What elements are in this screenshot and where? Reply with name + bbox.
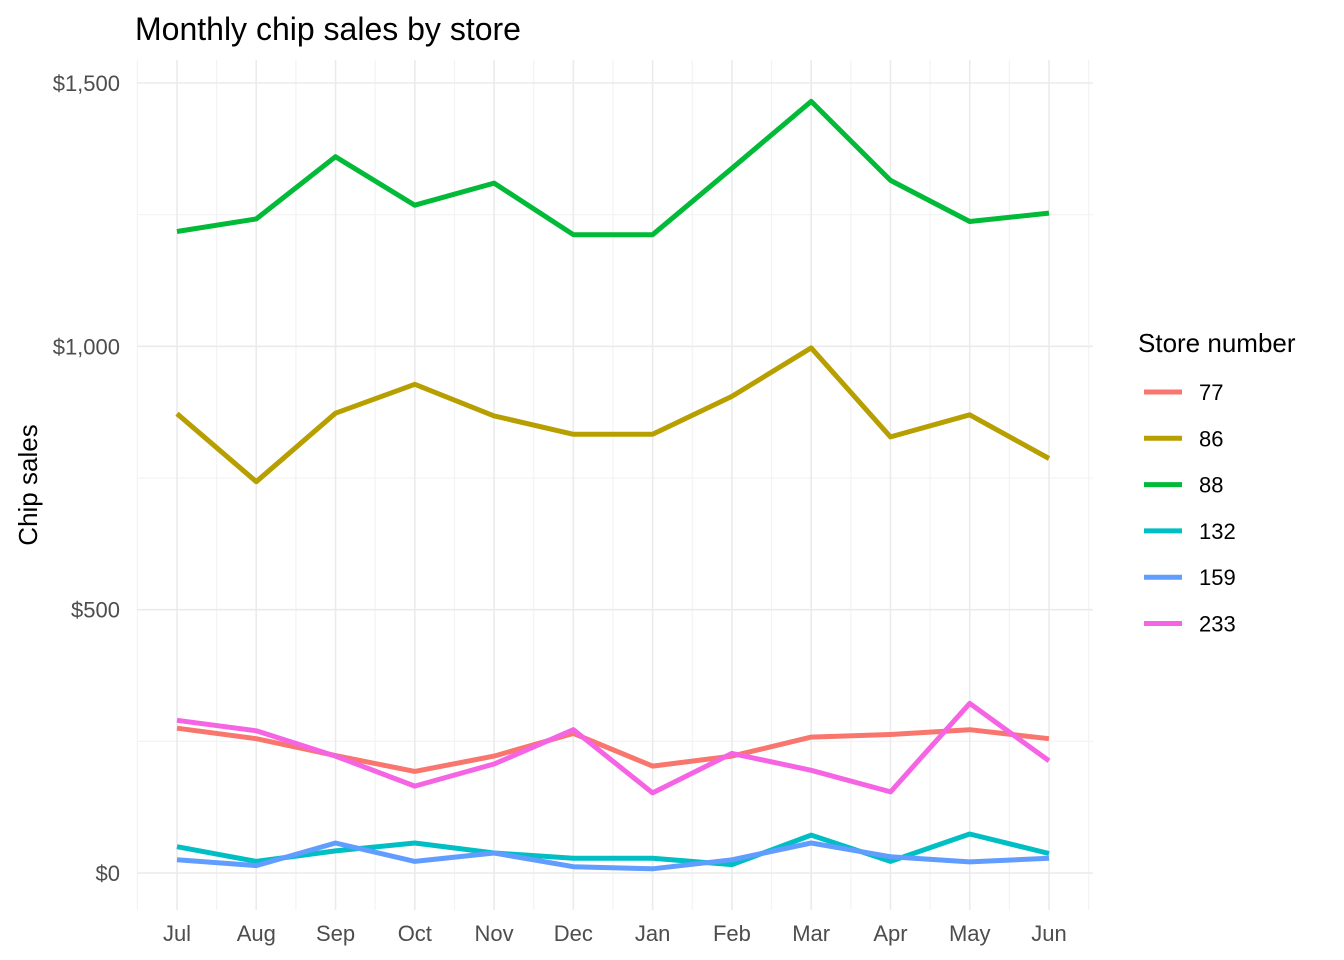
legend-item-88: 88 — [1144, 473, 1223, 498]
major-gridlines — [137, 60, 1093, 910]
series-line-88 — [176, 98, 1050, 238]
x-tick-label: Feb — [713, 921, 751, 946]
y-tick-label: $500 — [71, 598, 120, 623]
x-tick-label: Dec — [554, 921, 593, 946]
minor-gridlines — [136, 60, 1093, 910]
series-lines — [175, 98, 1051, 872]
series-line-233 — [176, 700, 1051, 796]
y-axis-ticks: $0 $500 $1,000 $1,500 — [53, 71, 120, 886]
x-tick-label: Apr — [873, 921, 907, 946]
x-tick-label: Mar — [792, 921, 830, 946]
legend-label: 233 — [1199, 612, 1236, 637]
y-tick-label: $0 — [96, 861, 120, 886]
legend-label: 86 — [1199, 426, 1223, 451]
x-tick-label: Nov — [475, 921, 514, 946]
legend-item-233: 233 — [1144, 612, 1236, 637]
legend-label: 88 — [1199, 473, 1223, 498]
legend-item-132: 132 — [1144, 519, 1236, 544]
legend-item-77: 77 — [1144, 380, 1223, 405]
legend-label: 77 — [1199, 380, 1223, 405]
legend-item-86: 86 — [1144, 426, 1223, 451]
legend-label: 159 — [1199, 565, 1236, 590]
series-line-86 — [175, 345, 1051, 485]
y-axis-title: Chip sales — [13, 424, 43, 545]
x-axis-ticks: Jul Aug Sep Oct Nov Dec Jan Feb Mar Apr May Jun — [163, 921, 1067, 946]
y-tick-label: $1,500 — [53, 71, 120, 96]
x-tick-label: Aug — [237, 921, 276, 946]
legend-item-159: 159 — [1144, 565, 1236, 590]
chart-title: Monthly chip sales by store — [135, 11, 521, 47]
x-tick-label: Jan — [635, 921, 670, 946]
legend: Store number 77 86 88 132 159 233 — [1138, 328, 1296, 637]
series-line-159 — [176, 840, 1050, 872]
y-tick-label: $1,000 — [53, 334, 120, 359]
x-tick-label: May — [949, 921, 991, 946]
x-tick-label: Jun — [1031, 921, 1066, 946]
x-tick-label: Jul — [163, 921, 191, 946]
x-tick-label: Sep — [316, 921, 355, 946]
x-tick-label: Oct — [398, 921, 432, 946]
legend-title: Store number — [1138, 328, 1296, 358]
legend-label: 132 — [1199, 519, 1236, 544]
